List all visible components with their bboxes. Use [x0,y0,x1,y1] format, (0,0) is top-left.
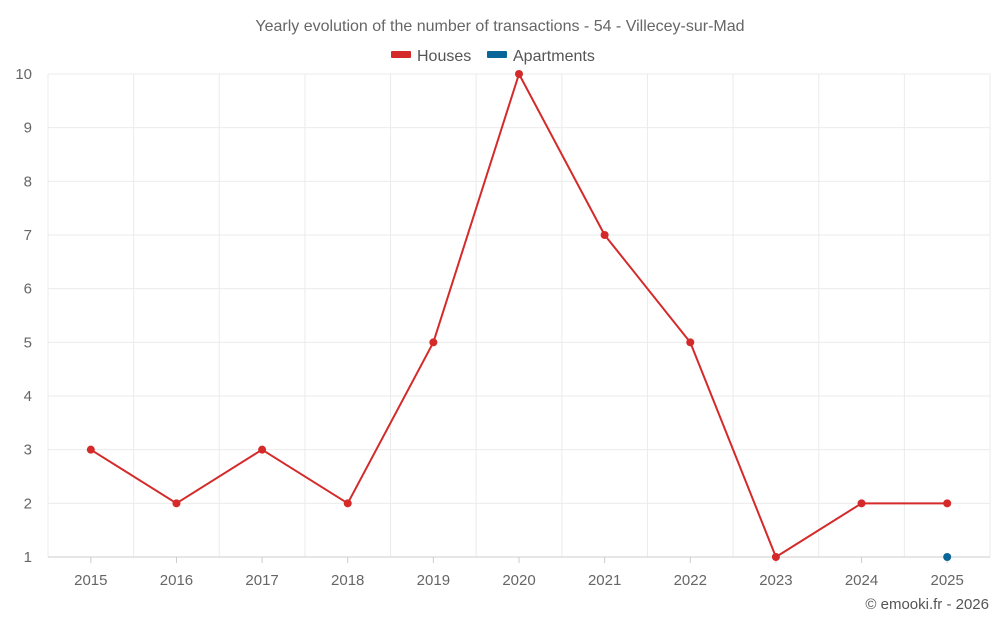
series [86,70,952,561]
x-tick-label: 2025 [930,572,963,589]
data-point-houses[interactable] [857,499,866,508]
x-tick-label: 2023 [759,572,792,589]
data-point-houses[interactable] [86,445,95,454]
x-tick-label: 2020 [502,572,535,589]
y-tick-label: 10 [15,66,32,83]
data-point-houses[interactable] [943,499,952,508]
data-point-houses[interactable] [429,338,438,347]
y-tick-label: 8 [24,173,32,190]
x-tick-label: 2015 [74,572,107,589]
data-point-houses[interactable] [600,231,609,239]
data-point-apartments[interactable] [943,553,952,561]
legend-item-apartments[interactable]: Apartments [487,48,595,65]
axes: 1 2 3 4 5 6 7 8 9 10 2015 2016 2017 2018 2019 2020 2021 2… [15,66,990,589]
data-point-houses[interactable] [343,499,352,508]
data-point-houses[interactable] [172,499,181,508]
data-point-houses[interactable] [771,553,780,561]
credit-text: © emooki.fr - 2026 [865,596,989,613]
x-tick-label: 2021 [588,572,621,589]
x-tick-label: 2024 [845,572,878,589]
legend-label-houses: Houses [417,48,471,65]
data-point-houses[interactable] [515,70,523,78]
data-point-houses[interactable] [686,338,695,347]
y-tick-label: 4 [24,388,32,405]
legend-swatch-houses [391,51,411,58]
data-point-houses[interactable] [258,445,267,454]
y-tick-label: 7 [24,227,32,244]
y-tick-label: 9 [24,120,32,137]
series-houses [86,70,952,561]
x-tick-label: 2016 [160,572,193,589]
x-tick-label: 2018 [331,572,364,589]
y-tick-label: 1 [24,549,32,566]
series-apartments [943,553,952,561]
legend-swatch-apartments [487,51,507,58]
x-tick-label: 2019 [417,572,450,589]
grid [47,73,991,558]
y-tick-label: 3 [24,442,32,459]
legend: Houses Apartments [391,48,595,65]
legend-label-apartments: Apartments [513,48,595,65]
chart-title: Yearly evolution of the number of transa… [255,18,744,35]
y-tick-label: 5 [24,334,32,351]
x-tick-label: 2022 [674,572,707,589]
y-tick-label: 6 [24,281,32,298]
x-tick-label: 2017 [245,572,278,589]
legend-item-houses[interactable]: Houses [391,48,471,65]
y-tick-label: 2 [24,495,32,512]
